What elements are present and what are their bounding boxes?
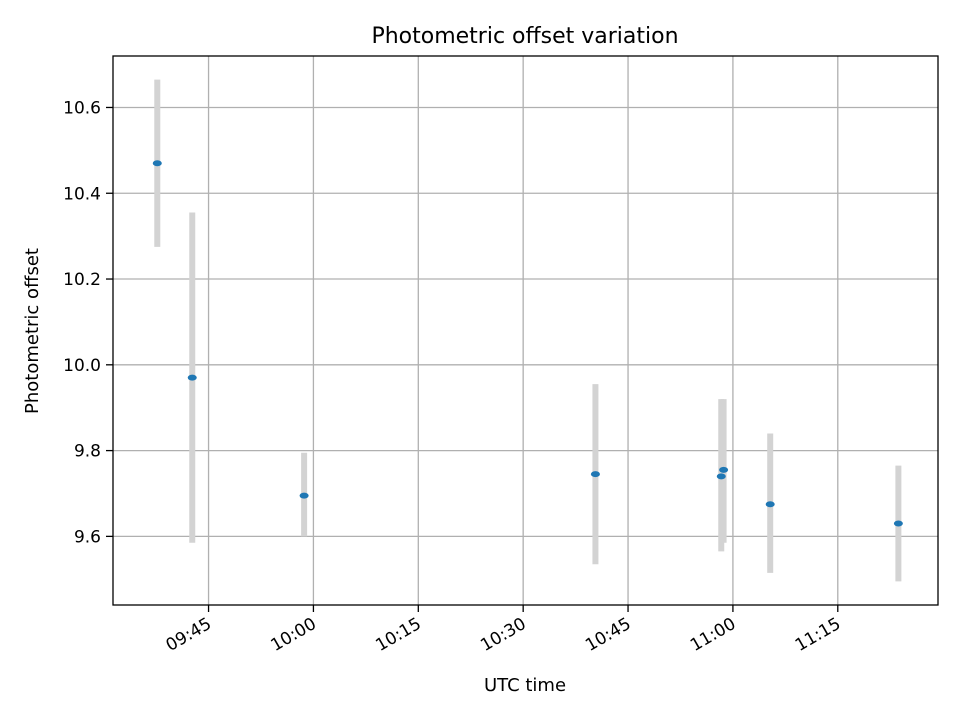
data-point (716, 473, 726, 480)
y-tick-label: 10.0 (63, 356, 101, 376)
y-tick-label: 9.8 (74, 442, 101, 462)
data-point (893, 520, 903, 527)
y-tick-label: 9.6 (74, 527, 101, 547)
y-tick-label: 10.6 (63, 98, 101, 118)
data-points (152, 160, 903, 527)
data-point (719, 466, 729, 473)
data-point (152, 160, 162, 167)
chart-title: Photometric offset variation (371, 24, 678, 49)
data-point (765, 501, 775, 508)
y-tick-label: 10.4 (63, 184, 101, 204)
y-axis-label: Photometric offset (22, 248, 43, 414)
y-axis-ticks: 9.6 9.8 10.0 10.2 10.4 10.6 (63, 98, 113, 547)
data-point (590, 471, 600, 478)
grid (113, 56, 938, 605)
x-axis-label: UTC time (484, 675, 566, 696)
y-tick-label: 10.2 (63, 270, 101, 290)
data-point (299, 492, 309, 499)
plot-area-frame (112, 55, 939, 606)
data-point (187, 374, 197, 381)
